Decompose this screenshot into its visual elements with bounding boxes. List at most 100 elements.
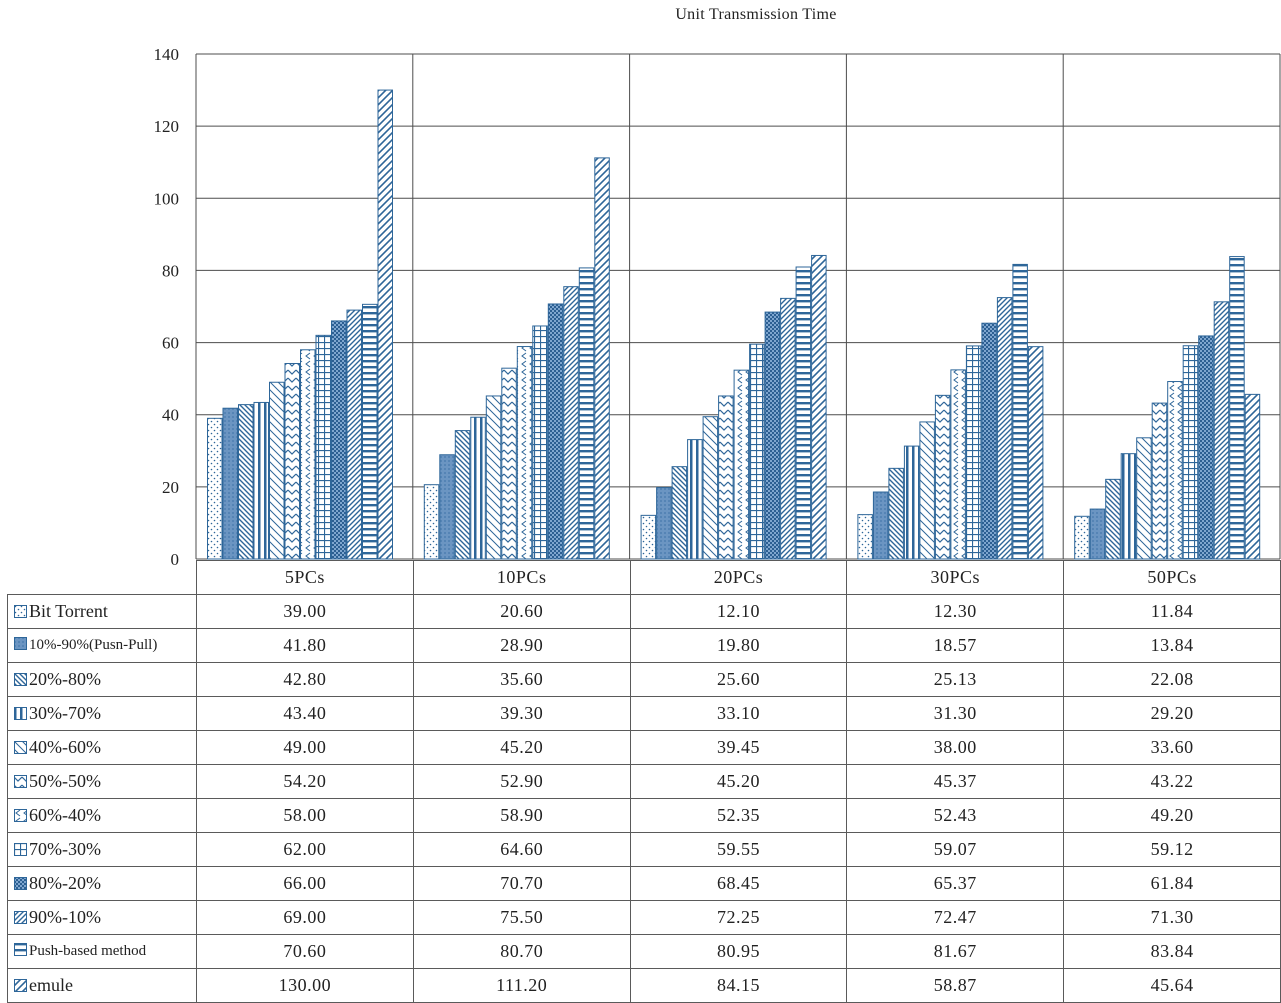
legend-label: 90%-10% [29, 907, 101, 927]
bar [811, 254, 827, 560]
legend-entry: 50%-50% [7, 764, 197, 799]
bar [1167, 381, 1183, 560]
y-tick-label: 20 [162, 478, 179, 497]
table-row: 10%-90%(Pusn-Pull) 41.80 28.90 19.80 18.57 13… [7, 628, 1281, 663]
data-label: 31.30 [846, 696, 1065, 731]
data-label: 52.43 [846, 798, 1065, 833]
bar [346, 309, 362, 560]
data-label: 59.12 [1063, 832, 1281, 867]
data-label: 72.25 [629, 900, 848, 935]
data-label: 58.90 [412, 798, 631, 833]
x-tick-label: 10PCs [412, 560, 631, 595]
bar [965, 345, 982, 560]
chart-plot-area: 0 20 40 60 80 100 120 140 [154, 45, 1281, 565]
data-label: 19.80 [629, 628, 848, 663]
legend-swatch [14, 943, 27, 956]
bar [516, 346, 533, 560]
y-tick-label: 40 [162, 406, 179, 425]
bar [702, 416, 719, 560]
data-label: 25.13 [846, 662, 1065, 697]
bar [749, 343, 765, 560]
table-row: Bit Torrent 39.00 20.60 12.10 12.30 11.84 [7, 594, 1281, 629]
bar [269, 381, 285, 560]
x-tick-label: 5PCs [196, 560, 414, 595]
bar [764, 311, 781, 560]
data-label: 52.35 [629, 798, 848, 833]
table-row: 90%-10% 69.00 75.50 72.25 72.47 71.30 [7, 900, 1281, 935]
bar [222, 407, 238, 560]
bar [950, 369, 966, 560]
legend-swatch [14, 877, 27, 890]
data-label: 12.10 [629, 594, 848, 629]
data-label: 83.84 [1063, 934, 1281, 969]
data-label: 59.07 [846, 832, 1065, 867]
data-label: 70.70 [412, 866, 631, 901]
y-tick-label: 0 [171, 550, 180, 565]
data-label: 43.22 [1063, 764, 1281, 799]
data-label: 81.67 [846, 934, 1065, 969]
bar [547, 303, 564, 560]
data-label: 41.80 [196, 628, 414, 663]
data-label: 58.00 [196, 798, 414, 833]
bar [439, 454, 455, 560]
data-label: 130.00 [196, 968, 414, 1003]
bar [640, 514, 657, 560]
bar [903, 445, 920, 560]
legend-label: 80%-20% [29, 873, 101, 893]
data-label: 75.50 [412, 900, 631, 935]
bar [1198, 335, 1214, 560]
x-tick-label: 20PCs [629, 560, 848, 595]
legend-swatch [14, 979, 27, 992]
data-label: 49.00 [196, 730, 414, 765]
bar [1012, 263, 1028, 560]
legend-label: 50%-50% [29, 771, 101, 791]
data-label: 71.30 [1063, 900, 1281, 935]
legend-swatch [14, 911, 27, 924]
bar [377, 89, 393, 560]
legend-swatch [14, 741, 27, 754]
legend-label: 70%-30% [29, 839, 101, 859]
data-label: 52.90 [412, 764, 631, 799]
data-label: 45.20 [412, 730, 631, 765]
table-row: 80%-20% 66.00 70.70 68.45 65.37 61.84 [7, 866, 1281, 901]
data-label: 12.30 [846, 594, 1065, 629]
bar [331, 320, 347, 560]
y-tick-label: 120 [154, 117, 180, 136]
bar [1229, 256, 1245, 560]
table-row: Push-based method 70.60 80.70 80.95 81.67 83.… [7, 934, 1281, 969]
bar [485, 395, 502, 560]
data-label: 59.55 [629, 832, 848, 867]
legend-entry: 30%-70% [7, 696, 197, 731]
bar [1213, 301, 1230, 560]
data-table-legend: 5PCs 10PCs 20PCs 30PCs 50PCs Bit Torrent 39.00… [7, 560, 1281, 1003]
bar [888, 467, 904, 560]
data-label: 22.08 [1063, 662, 1281, 697]
data-label: 65.37 [846, 866, 1065, 901]
legend-swatch [14, 809, 27, 822]
bar [1120, 453, 1137, 560]
bar [934, 394, 951, 560]
y-tick-label: 140 [154, 45, 180, 64]
legend-label: 40%-60% [29, 737, 101, 757]
data-label: 39.00 [196, 594, 414, 629]
bars [207, 89, 1261, 560]
x-tick-label: 50PCs [1063, 560, 1281, 595]
bar [1105, 478, 1121, 560]
bar [300, 349, 316, 560]
bar [423, 484, 440, 560]
data-label: 72.47 [846, 900, 1065, 935]
data-label: 84.15 [629, 968, 848, 1003]
legend-entry: 80%-20% [7, 866, 197, 901]
legend-entry: 70%-30% [7, 832, 197, 867]
data-label: 39.30 [412, 696, 631, 731]
legend-label: emule [29, 975, 73, 995]
bar [857, 514, 873, 560]
bar [1182, 345, 1199, 560]
legend-label: Push-based method [29, 943, 147, 959]
table-row: 40%-60% 49.00 45.20 39.45 38.00 33.60 [7, 730, 1281, 765]
bar [454, 430, 471, 560]
y-tick-label: 60 [162, 334, 179, 353]
bar [1089, 508, 1106, 560]
table-row: emule 130.00 111.20 84.15 58.87 45.64 [7, 968, 1281, 1003]
table-row: 70%-30% 62.00 64.60 59.55 59.07 59.12 [7, 832, 1281, 867]
